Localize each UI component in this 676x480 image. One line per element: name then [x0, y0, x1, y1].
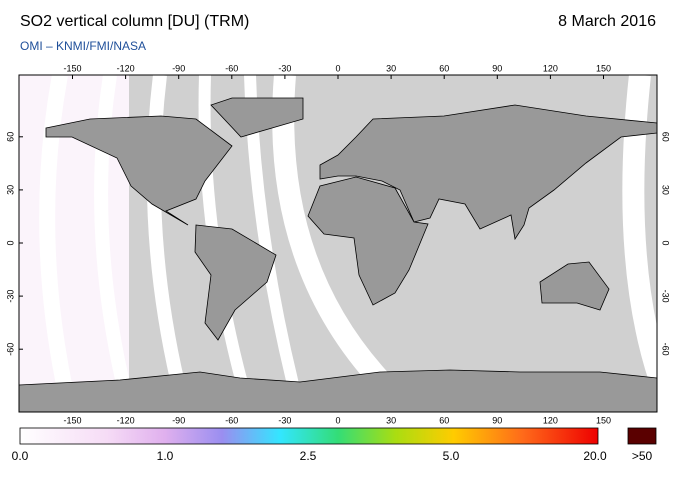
- north-america: [45, 115, 233, 226]
- lat-label-right: -60: [661, 343, 671, 356]
- lon-label-top: 120: [543, 63, 558, 73]
- continents: [19, 97, 657, 412]
- colorbar-label: 0.0: [12, 449, 29, 463]
- lat-label-right: 30: [661, 185, 671, 195]
- africa: [307, 176, 429, 306]
- lon-label-bottom: -30: [278, 415, 291, 425]
- lon-label-bottom: 150: [596, 415, 611, 425]
- antarctica: [19, 369, 657, 412]
- lat-label-left: 30: [5, 185, 15, 195]
- map: [19, 75, 657, 412]
- colorbar-label: 5.0: [443, 449, 460, 463]
- lon-label-bottom: 0: [335, 415, 340, 425]
- lon-label-bottom: 90: [492, 415, 502, 425]
- colorbar-overflow: [627, 427, 657, 445]
- colorbar-label: 2.5: [300, 449, 317, 463]
- lon-label-top: -90: [172, 63, 185, 73]
- greenland: [210, 97, 304, 138]
- lon-label-top: 0: [335, 63, 340, 73]
- lat-label-right: 60: [661, 132, 671, 142]
- colorbar-label: >50: [632, 449, 653, 463]
- lon-label-bottom: 60: [439, 415, 449, 425]
- source: OMI – KNMI/FMI/NASA: [20, 39, 146, 53]
- lon-label-top: 150: [596, 63, 611, 73]
- lon-label-bottom: -90: [172, 415, 185, 425]
- lat-label-right: 0: [661, 240, 671, 245]
- title: SO2 vertical column [DU] (TRM): [20, 13, 249, 30]
- lon-label-top: -30: [278, 63, 291, 73]
- lon-label-top: -120: [117, 63, 135, 73]
- colorbar-label: 1.0: [157, 449, 174, 463]
- lon-label-top: 90: [492, 63, 502, 73]
- lon-label-bottom: -150: [63, 415, 81, 425]
- lon-label-bottom: 30: [386, 415, 396, 425]
- lon-label-top: -60: [225, 63, 238, 73]
- australia: [539, 261, 610, 311]
- lon-label-top: 60: [439, 63, 449, 73]
- lat-label-left: -60: [5, 343, 15, 356]
- lat-label-left: 0: [5, 240, 15, 245]
- lat-label-left: -30: [5, 290, 15, 303]
- lon-label-top: 30: [386, 63, 396, 73]
- lon-label-top: -150: [63, 63, 81, 73]
- date: 8 March 2016: [558, 13, 656, 30]
- graticule-labels: -150 -150 -120 -120 -90 -90 -60 -60 -30 -30 0 0 30 30…: [5, 63, 670, 425]
- lat-label-right: -30: [661, 290, 671, 303]
- south-america: [194, 224, 277, 341]
- eurasia: [319, 104, 657, 241]
- colorbar-label: 20.0: [583, 449, 607, 463]
- lon-label-bottom: -120: [117, 415, 135, 425]
- lon-label-bottom: 120: [543, 415, 558, 425]
- colorbar: [19, 427, 599, 445]
- lon-label-bottom: -60: [225, 415, 238, 425]
- lat-label-left: 60: [5, 132, 15, 142]
